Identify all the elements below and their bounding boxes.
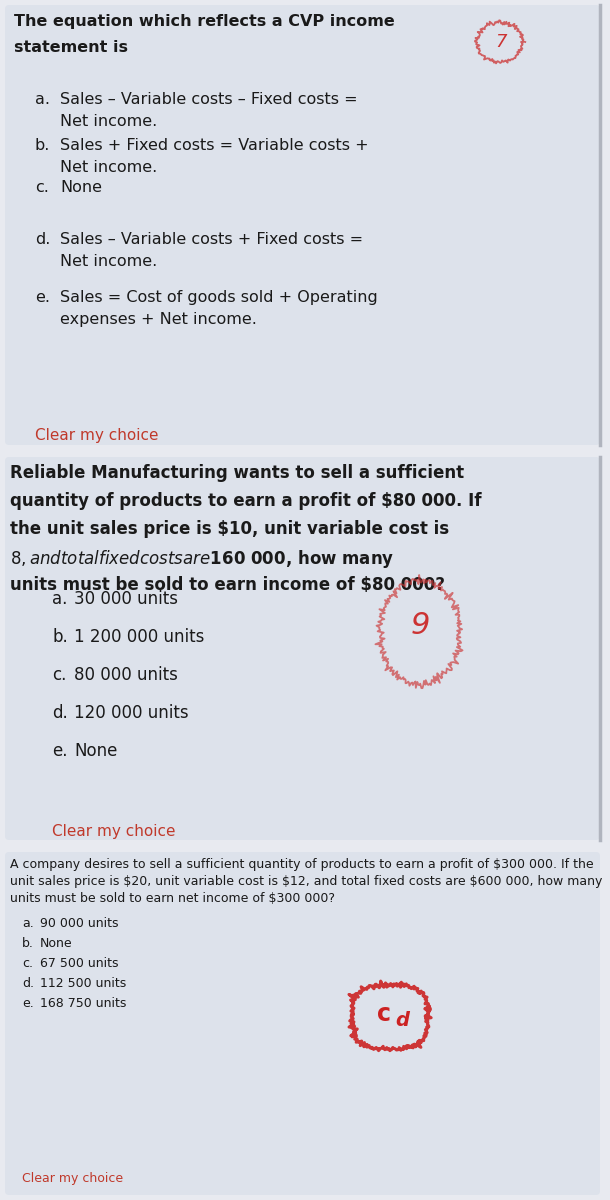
FancyBboxPatch shape bbox=[5, 852, 600, 1195]
Text: 67 500 units: 67 500 units bbox=[40, 958, 118, 970]
Text: e.: e. bbox=[35, 290, 50, 305]
Text: Sales = Cost of goods sold + Operating: Sales = Cost of goods sold + Operating bbox=[60, 290, 378, 305]
Text: b.: b. bbox=[35, 138, 51, 152]
Text: b.: b. bbox=[22, 937, 34, 950]
Text: 7: 7 bbox=[495, 32, 507, 50]
Text: quantity of products to earn a profit of $80 000. If: quantity of products to earn a profit of… bbox=[10, 492, 481, 510]
Text: c.: c. bbox=[52, 666, 66, 684]
FancyBboxPatch shape bbox=[5, 457, 600, 840]
Text: None: None bbox=[60, 180, 102, 194]
Text: 30 000 units: 30 000 units bbox=[74, 590, 178, 608]
Text: 9: 9 bbox=[411, 612, 429, 641]
Text: d.: d. bbox=[35, 232, 51, 247]
Text: 1 200 000 units: 1 200 000 units bbox=[74, 628, 204, 646]
Text: Net income.: Net income. bbox=[60, 114, 157, 128]
Text: $8, and total fixed costs are $160 000, how many: $8, and total fixed costs are $160 000, … bbox=[10, 548, 395, 570]
Text: d.: d. bbox=[22, 977, 34, 990]
Text: expenses + Net income.: expenses + Net income. bbox=[60, 312, 257, 326]
Text: The equation which reflects a CVP income: The equation which reflects a CVP income bbox=[14, 14, 395, 29]
Text: a.: a. bbox=[35, 92, 50, 107]
Text: statement is: statement is bbox=[14, 40, 128, 55]
Text: A company desires to sell a sufficient quantity of products to earn a profit of : A company desires to sell a sufficient q… bbox=[10, 858, 594, 871]
Text: c: c bbox=[377, 1002, 391, 1026]
Text: e.: e. bbox=[22, 997, 34, 1010]
Text: Net income.: Net income. bbox=[60, 160, 157, 175]
Text: c.: c. bbox=[22, 958, 33, 970]
Text: 168 750 units: 168 750 units bbox=[40, 997, 126, 1010]
Text: a.: a. bbox=[22, 917, 34, 930]
FancyBboxPatch shape bbox=[5, 5, 600, 445]
Text: units must be sold to earn net income of $300 000?: units must be sold to earn net income of… bbox=[10, 892, 335, 905]
Text: 112 500 units: 112 500 units bbox=[40, 977, 126, 990]
Text: Clear my choice: Clear my choice bbox=[22, 1172, 123, 1186]
Text: d.: d. bbox=[52, 704, 68, 722]
Text: 80 000 units: 80 000 units bbox=[74, 666, 178, 684]
Text: d: d bbox=[395, 1010, 409, 1030]
Text: Clear my choice: Clear my choice bbox=[52, 824, 176, 839]
Text: Reliable Manufacturing wants to sell a sufficient: Reliable Manufacturing wants to sell a s… bbox=[10, 464, 464, 482]
Text: Clear my choice: Clear my choice bbox=[35, 428, 159, 443]
Text: c.: c. bbox=[35, 180, 49, 194]
Text: None: None bbox=[40, 937, 73, 950]
Text: Net income.: Net income. bbox=[60, 254, 157, 269]
Text: Sales – Variable costs + Fixed costs =: Sales – Variable costs + Fixed costs = bbox=[60, 232, 363, 247]
Text: units must be sold to earn income of $80 000?: units must be sold to earn income of $80… bbox=[10, 576, 445, 594]
Text: b.: b. bbox=[52, 628, 68, 646]
Text: Sales – Variable costs – Fixed costs =: Sales – Variable costs – Fixed costs = bbox=[60, 92, 357, 107]
Text: 120 000 units: 120 000 units bbox=[74, 704, 188, 722]
Text: unit sales price is $20, unit variable cost is $12, and total fixed costs are $6: unit sales price is $20, unit variable c… bbox=[10, 875, 603, 888]
Text: Sales + Fixed costs = Variable costs +: Sales + Fixed costs = Variable costs + bbox=[60, 138, 368, 152]
Text: 90 000 units: 90 000 units bbox=[40, 917, 118, 930]
Text: a.: a. bbox=[52, 590, 67, 608]
Text: e.: e. bbox=[52, 742, 68, 760]
Text: the unit sales price is $10, unit variable cost is: the unit sales price is $10, unit variab… bbox=[10, 520, 449, 538]
Text: None: None bbox=[74, 742, 117, 760]
